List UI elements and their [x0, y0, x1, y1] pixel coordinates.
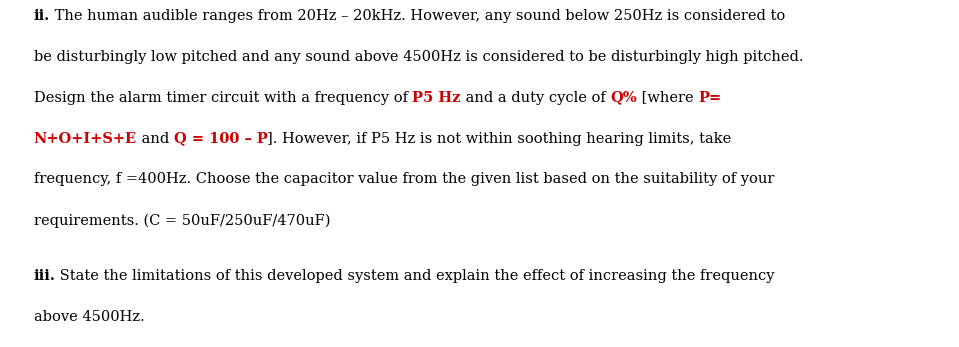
Text: ii.: ii. [34, 9, 50, 23]
Text: and a duty cycle of: and a duty cycle of [460, 91, 610, 104]
Text: State the limitations of this developed system and explain the effect of increas: State the limitations of this developed … [56, 269, 775, 283]
Text: Q%: Q% [610, 91, 637, 104]
Text: P=: P= [698, 91, 721, 104]
Text: The human audible ranges from 20Hz – 20kHz. However, any sound below 250Hz is co: The human audible ranges from 20Hz – 20k… [50, 9, 785, 23]
Text: ]. However, if P5 Hz is not within soothing hearing limits, take: ]. However, if P5 Hz is not within sooth… [268, 132, 732, 145]
Text: and: and [137, 132, 174, 145]
Text: requirements. (C = 50uF/250uF/470uF): requirements. (C = 50uF/250uF/470uF) [34, 213, 330, 228]
Text: Q = 100 – P: Q = 100 – P [174, 132, 268, 145]
Text: above 4500Hz.: above 4500Hz. [34, 310, 144, 324]
Text: frequency, f =400Hz. Choose the capacitor value from the given list based on the: frequency, f =400Hz. Choose the capacito… [34, 172, 774, 186]
Text: iii.: iii. [34, 269, 56, 283]
Text: N+O+I+S+E: N+O+I+S+E [34, 132, 137, 145]
Text: Design the alarm timer circuit with a frequency of: Design the alarm timer circuit with a fr… [34, 91, 412, 104]
Text: [where: [where [637, 91, 698, 104]
Text: be disturbingly low pitched and any sound above 4500Hz is considered to be distu: be disturbingly low pitched and any soun… [34, 50, 803, 64]
Text: P5 Hz: P5 Hz [412, 91, 460, 104]
